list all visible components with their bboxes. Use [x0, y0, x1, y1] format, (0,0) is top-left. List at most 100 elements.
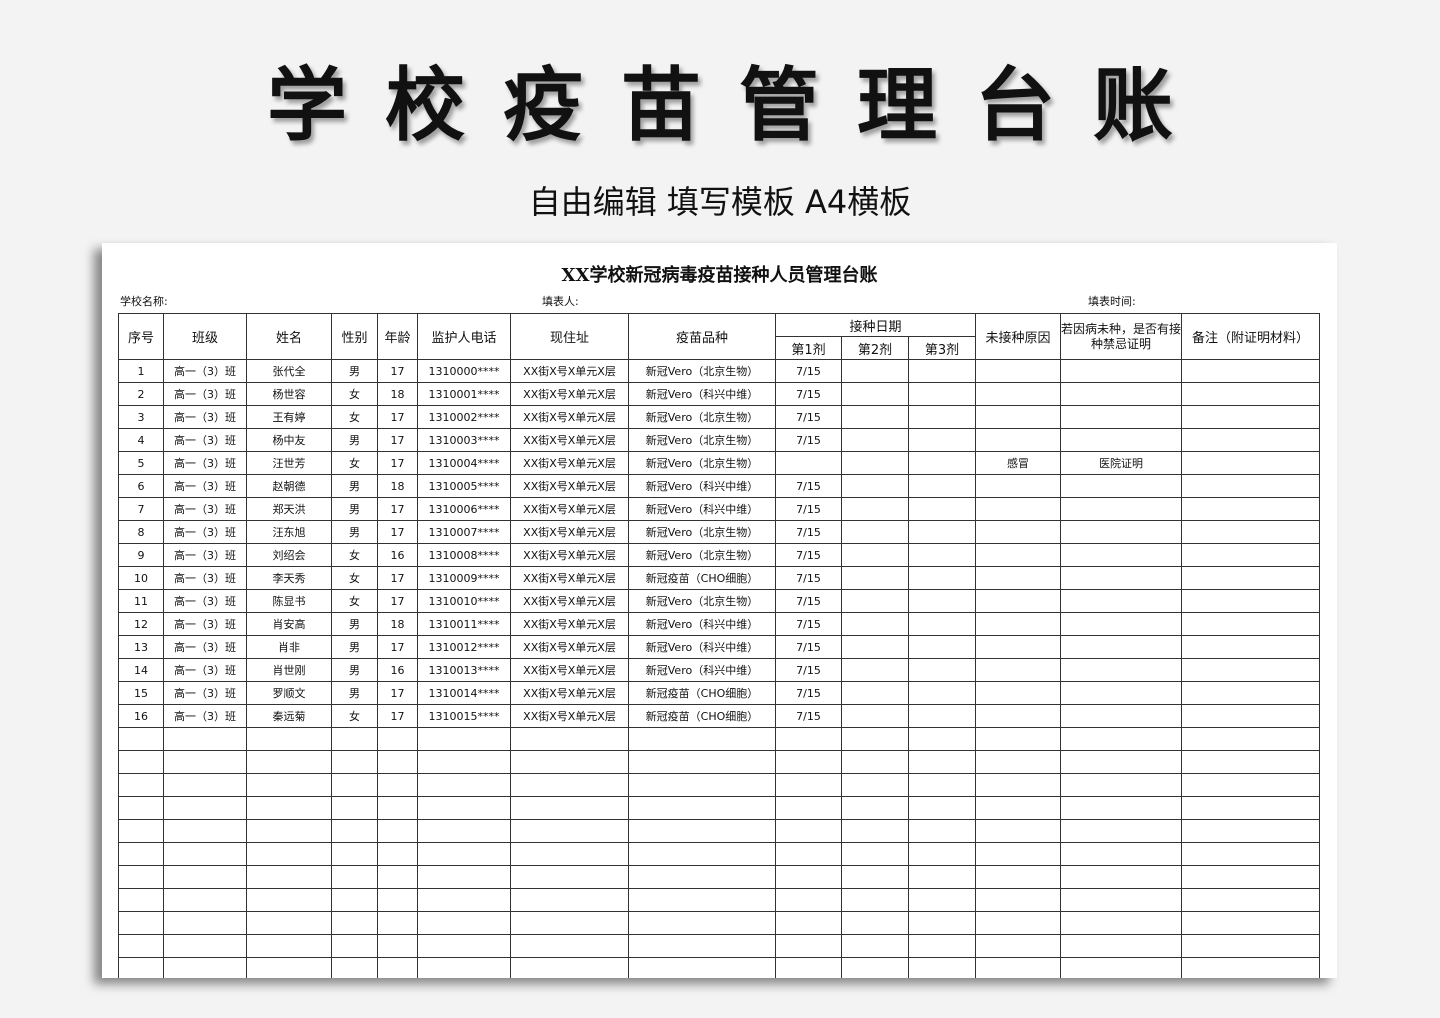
cell-reason[interactable] — [975, 773, 1061, 797]
cell-vaccine[interactable] — [628, 750, 776, 774]
cell-dose1[interactable]: 7/15 — [775, 497, 842, 521]
cell-age[interactable] — [377, 957, 418, 978]
cell-address[interactable]: XX街X号X单元X层 — [510, 382, 629, 406]
cell-remark[interactable] — [1181, 497, 1320, 521]
cell-reason[interactable] — [975, 566, 1061, 590]
cell-dose1[interactable] — [775, 911, 842, 935]
cell-class[interactable]: 高一（3）班 — [163, 520, 247, 544]
cell-dose3[interactable] — [908, 819, 976, 843]
cell-gender[interactable]: 女 — [331, 704, 378, 728]
cell-phone[interactable]: 1310004**** — [417, 451, 511, 475]
cell-age[interactable] — [377, 727, 418, 751]
cell-remark[interactable] — [1181, 819, 1320, 843]
cell-class[interactable]: 高一（3）班 — [163, 612, 247, 636]
cell-dose1[interactable] — [775, 773, 842, 797]
cell-dose1[interactable]: 7/15 — [775, 359, 842, 383]
cell-remark[interactable] — [1181, 796, 1320, 820]
cell-name[interactable] — [246, 888, 332, 912]
cell-name[interactable] — [246, 819, 332, 843]
cell-phone[interactable]: 1310007**** — [417, 520, 511, 544]
cell-certificate[interactable] — [1060, 911, 1182, 935]
cell-age[interactable] — [377, 842, 418, 866]
cell-gender[interactable] — [331, 842, 378, 866]
cell-name[interactable]: 杨世容 — [246, 382, 332, 406]
cell-class[interactable]: 高一（3）班 — [163, 658, 247, 682]
cell-dose2[interactable] — [841, 474, 909, 498]
cell-vaccine[interactable]: 新冠疫苗（CHO细胞） — [628, 566, 776, 590]
cell-no[interactable]: 6 — [118, 474, 164, 498]
cell-dose1[interactable]: 7/15 — [775, 428, 842, 452]
cell-dose1[interactable]: 7/15 — [775, 635, 842, 659]
cell-class[interactable]: 高一（3）班 — [163, 704, 247, 728]
cell-certificate[interactable] — [1060, 359, 1182, 383]
cell-address[interactable]: XX街X号X单元X层 — [510, 658, 629, 682]
cell-certificate[interactable] — [1060, 612, 1182, 636]
cell-age[interactable]: 17 — [377, 451, 418, 475]
cell-certificate[interactable]: 医院证明 — [1060, 451, 1182, 475]
cell-reason[interactable] — [975, 911, 1061, 935]
cell-gender[interactable] — [331, 865, 378, 889]
cell-age[interactable] — [377, 750, 418, 774]
cell-vaccine[interactable]: 新冠Vero（科兴中维） — [628, 382, 776, 406]
cell-dose1[interactable] — [775, 957, 842, 978]
cell-dose3[interactable] — [908, 865, 976, 889]
cell-age[interactable]: 17 — [377, 359, 418, 383]
cell-certificate[interactable] — [1060, 497, 1182, 521]
cell-address[interactable]: XX街X号X单元X层 — [510, 520, 629, 544]
cell-class[interactable]: 高一（3）班 — [163, 635, 247, 659]
cell-address[interactable]: XX街X号X单元X层 — [510, 359, 629, 383]
cell-dose1[interactable]: 7/15 — [775, 681, 842, 705]
cell-certificate[interactable] — [1060, 934, 1182, 958]
cell-remark[interactable] — [1181, 704, 1320, 728]
cell-dose1[interactable]: 7/15 — [775, 382, 842, 406]
cell-remark[interactable] — [1181, 865, 1320, 889]
cell-certificate[interactable] — [1060, 382, 1182, 406]
cell-phone[interactable] — [417, 796, 511, 820]
cell-gender[interactable] — [331, 957, 378, 978]
cell-gender[interactable]: 男 — [331, 428, 378, 452]
cell-reason[interactable] — [975, 704, 1061, 728]
cell-class[interactable]: 高一（3）班 — [163, 382, 247, 406]
cell-remark[interactable] — [1181, 681, 1320, 705]
cell-class[interactable] — [163, 750, 247, 774]
cell-no[interactable] — [118, 773, 164, 797]
cell-age[interactable]: 17 — [377, 520, 418, 544]
cell-gender[interactable]: 女 — [331, 589, 378, 613]
cell-dose2[interactable] — [841, 727, 909, 751]
cell-name[interactable]: 肖非 — [246, 635, 332, 659]
cell-dose2[interactable] — [841, 819, 909, 843]
cell-address[interactable] — [510, 773, 629, 797]
cell-dose1[interactable] — [775, 750, 842, 774]
cell-name[interactable] — [246, 865, 332, 889]
cell-gender[interactable]: 男 — [331, 612, 378, 636]
cell-name[interactable] — [246, 957, 332, 978]
cell-dose1[interactable]: 7/15 — [775, 474, 842, 498]
cell-dose2[interactable] — [841, 658, 909, 682]
cell-reason[interactable] — [975, 474, 1061, 498]
cell-dose2[interactable] — [841, 405, 909, 429]
cell-no[interactable]: 5 — [118, 451, 164, 475]
cell-dose2[interactable] — [841, 681, 909, 705]
cell-address[interactable]: XX街X号X单元X层 — [510, 704, 629, 728]
cell-no[interactable] — [118, 911, 164, 935]
cell-age[interactable]: 16 — [377, 658, 418, 682]
cell-reason[interactable] — [975, 497, 1061, 521]
cell-no[interactable]: 14 — [118, 658, 164, 682]
cell-vaccine[interactable] — [628, 773, 776, 797]
cell-reason[interactable] — [975, 796, 1061, 820]
cell-dose3[interactable] — [908, 704, 976, 728]
cell-no[interactable]: 15 — [118, 681, 164, 705]
cell-phone[interactable]: 1310005**** — [417, 474, 511, 498]
cell-certificate[interactable] — [1060, 842, 1182, 866]
cell-dose2[interactable] — [841, 911, 909, 935]
cell-class[interactable]: 高一（3）班 — [163, 451, 247, 475]
cell-certificate[interactable] — [1060, 520, 1182, 544]
cell-reason[interactable] — [975, 819, 1061, 843]
cell-remark[interactable] — [1181, 750, 1320, 774]
cell-age[interactable]: 16 — [377, 543, 418, 567]
cell-name[interactable] — [246, 911, 332, 935]
cell-remark[interactable] — [1181, 382, 1320, 406]
cell-remark[interactable] — [1181, 934, 1320, 958]
cell-remark[interactable] — [1181, 911, 1320, 935]
cell-dose1[interactable] — [775, 865, 842, 889]
